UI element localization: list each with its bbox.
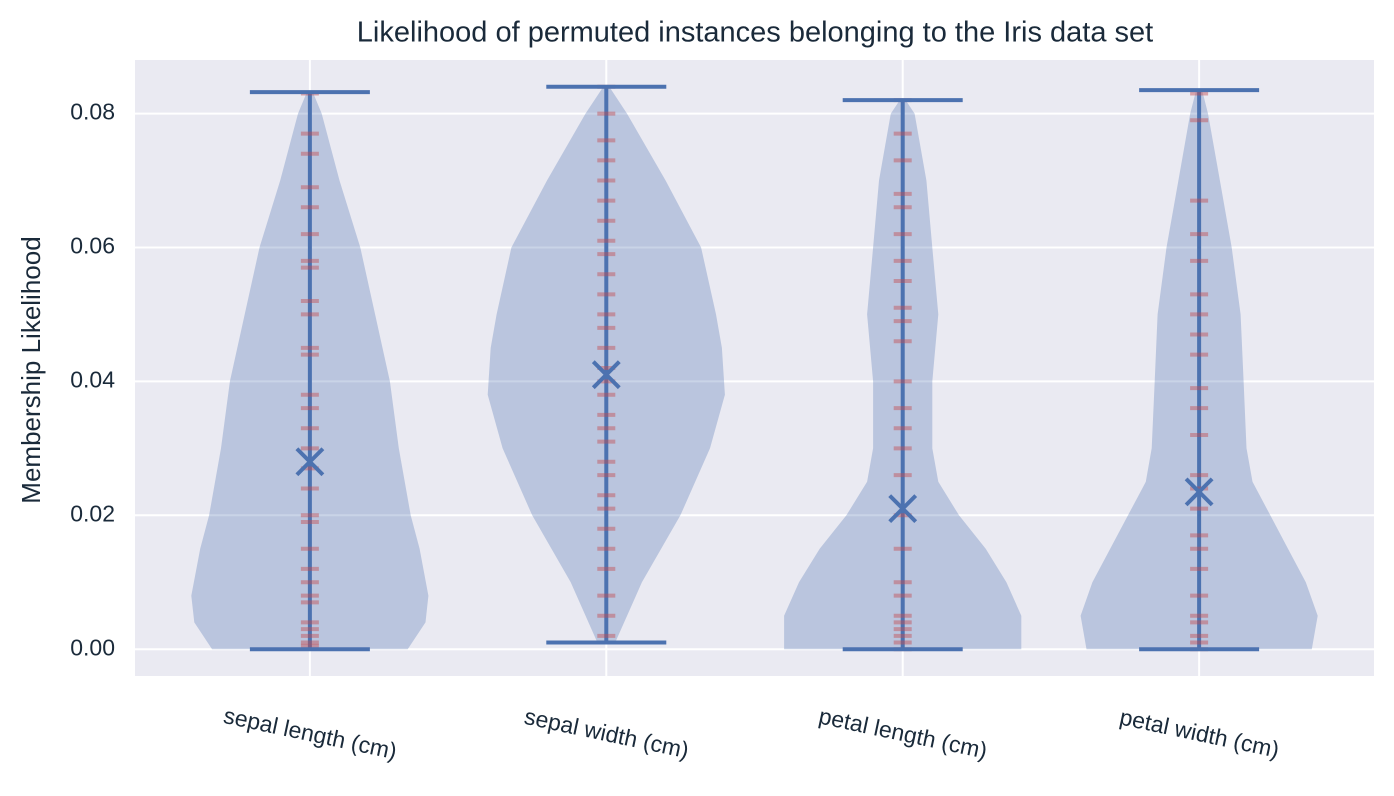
y-axis-label: Membership Likelihood [16, 236, 46, 503]
y-tick-label: 0.02 [70, 500, 115, 526]
mean-marker [591, 360, 621, 390]
x-tick-label: sepal length (cm) [221, 702, 399, 764]
y-tick-label: 0.08 [70, 99, 115, 125]
y-tick-label: 0.04 [70, 366, 115, 392]
x-tick-label: petal length (cm) [817, 703, 990, 764]
chart-title: Likelihood of permuted instances belongi… [357, 17, 1153, 49]
mean-marker [1184, 477, 1214, 507]
x-tick-label: sepal width (cm) [522, 703, 691, 763]
x-tick-label: petal width (cm) [1117, 704, 1281, 763]
y-tick-label: 0.00 [70, 634, 115, 660]
y-tick-label: 0.06 [70, 233, 115, 259]
plot-background [135, 60, 1374, 676]
mean-marker [295, 447, 325, 477]
mean-marker [888, 494, 918, 524]
